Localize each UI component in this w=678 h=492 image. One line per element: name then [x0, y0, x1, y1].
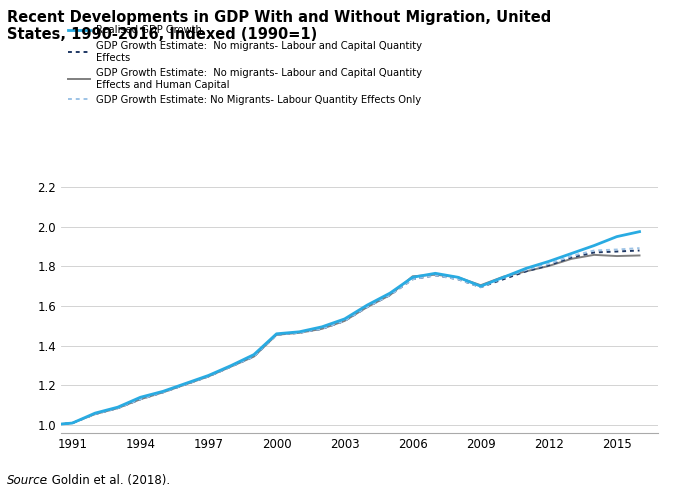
Text: Recent Developments in GDP With and Without Migration, United
States, 1990-2016,: Recent Developments in GDP With and With…: [7, 10, 551, 42]
Legend: Realised GDP Growth, GDP Growth Estimate:  No migrants- Labour and Capital Quant: Realised GDP Growth, GDP Growth Estimate…: [66, 24, 424, 107]
Text: Source: Source: [7, 474, 47, 487]
Text: : Goldin et al. (2018).: : Goldin et al. (2018).: [44, 474, 170, 487]
